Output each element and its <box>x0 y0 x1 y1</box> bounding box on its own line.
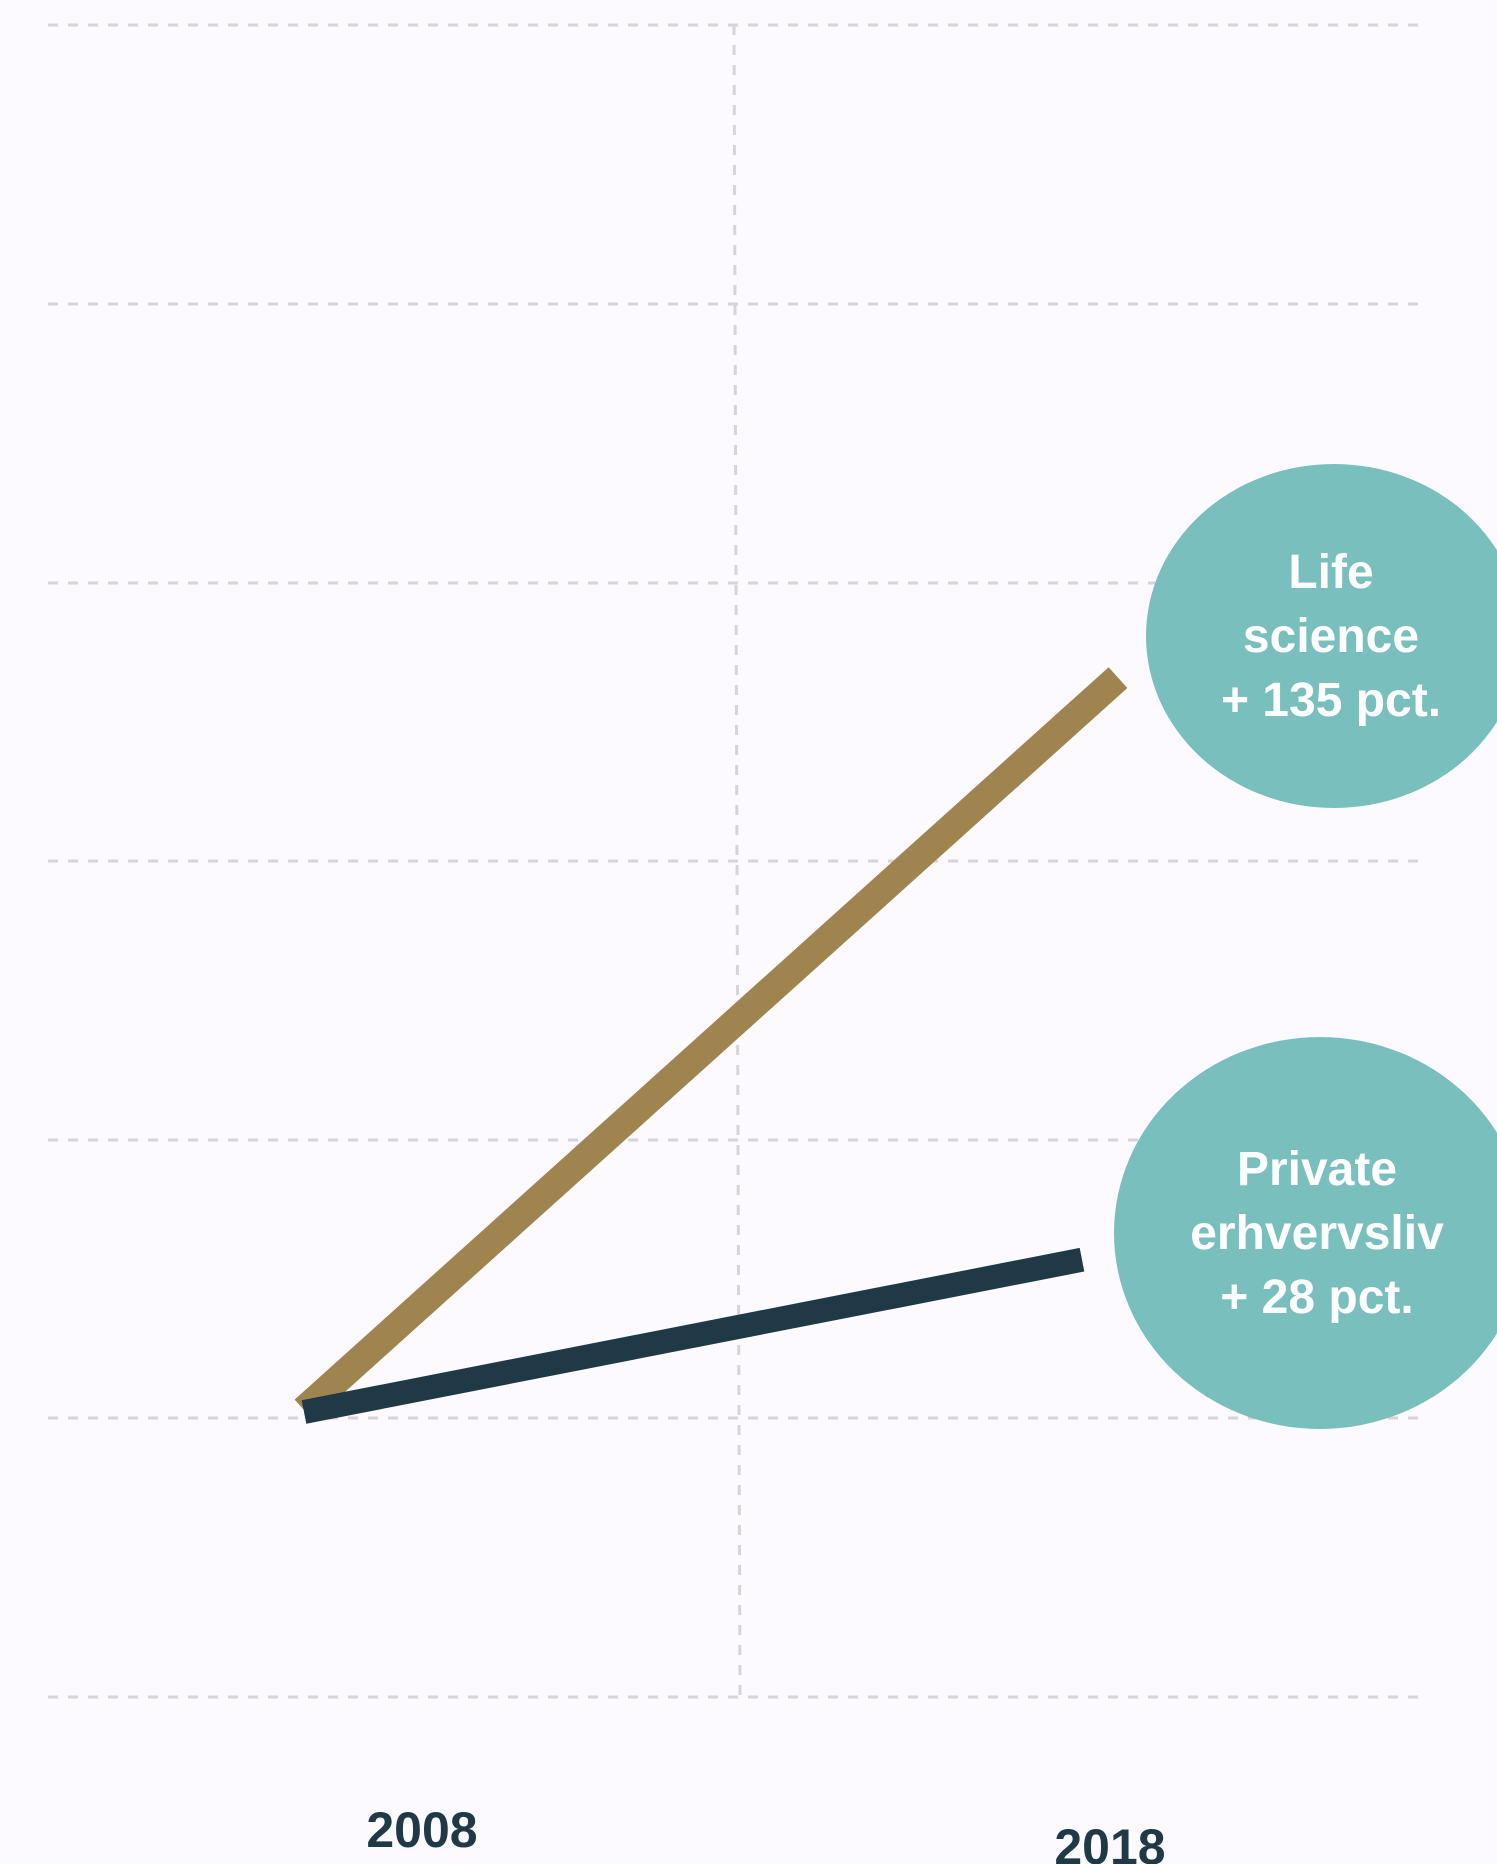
x-tick-label-2008: 2008 <box>366 1802 477 1858</box>
annotation-text-line: science <box>1243 610 1419 663</box>
annotation-layer: Life science + 135 pct. Private erhvervsliv +… <box>1114 464 1497 1429</box>
bubble-shape <box>1146 464 1497 808</box>
annotation-text-line: + 28 pct. <box>1220 1271 1413 1324</box>
series-line-life-science <box>294 667 1128 1421</box>
x-axis: 2008 2018 <box>366 1802 1165 1864</box>
x-tick-label-2018: 2018 <box>1054 1819 1165 1864</box>
annotation-bubble-life-science: Life science + 135 pct. <box>1146 464 1497 808</box>
series-line-private-erhvervsliv <box>301 1247 1085 1424</box>
grid <box>48 23 1420 1699</box>
annotation-text-line: + 135 pct. <box>1221 674 1441 727</box>
annotation-text-line: Life <box>1288 546 1373 599</box>
bubble-shape <box>1114 1037 1497 1429</box>
series-layer <box>294 667 1128 1424</box>
annotation-text-line: erhvervsliv <box>1190 1207 1444 1260</box>
annotation-text-line: Private <box>1237 1143 1397 1196</box>
annotation-bubble-private-erhvervsliv: Private erhvervsliv + 28 pct. <box>1114 1037 1497 1429</box>
